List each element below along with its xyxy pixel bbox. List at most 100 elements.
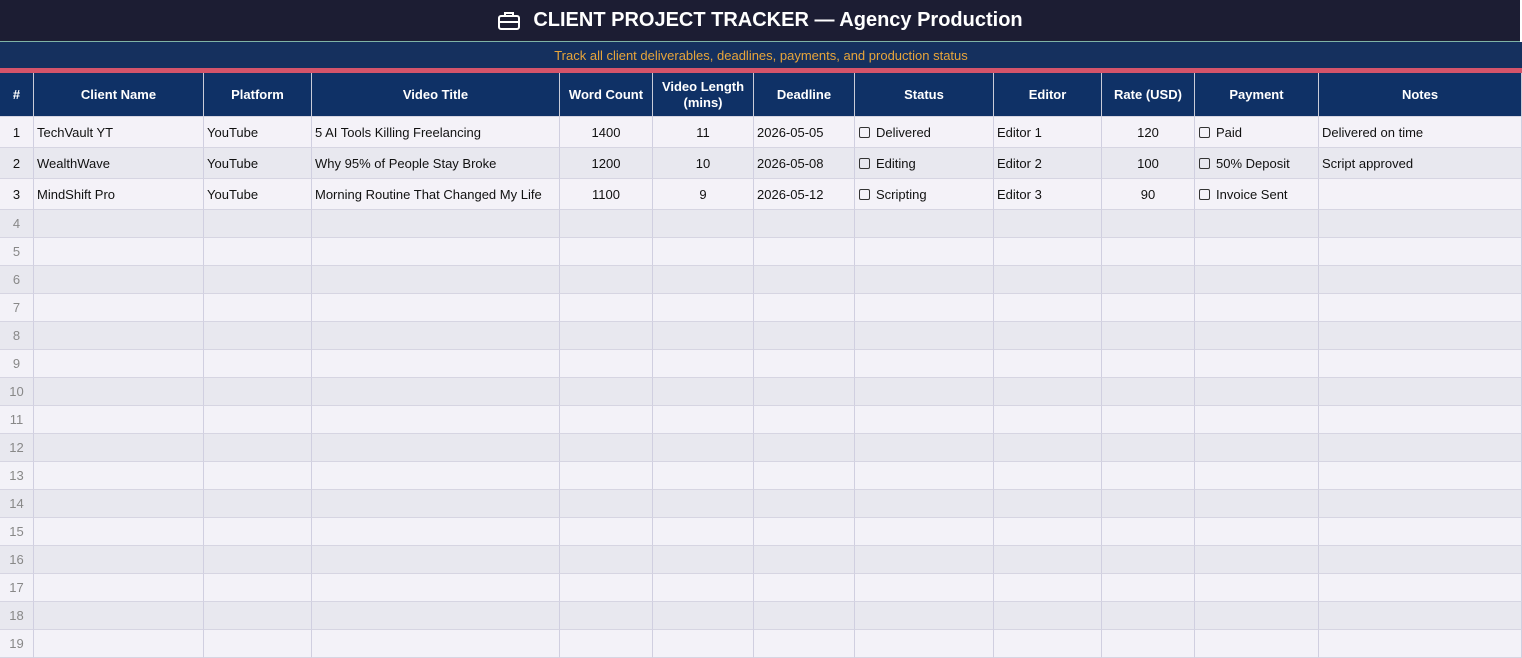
- column-header: Video Length (mins): [653, 73, 754, 117]
- table-cell: 18: [0, 602, 34, 630]
- title-bar: CLIENT PROJECT TRACKER — Agency Producti…: [0, 0, 1520, 42]
- empty-cell: [855, 350, 994, 378]
- table-cell: MindShift Pro: [34, 179, 204, 210]
- empty-cell: [312, 602, 560, 630]
- empty-cell: [1319, 462, 1522, 490]
- table-cell: Editor 1: [994, 117, 1102, 148]
- table-cell-text: 5: [12, 244, 21, 259]
- empty-cell: [994, 574, 1102, 602]
- empty-cell: [560, 406, 653, 434]
- empty-cell: [1102, 518, 1195, 546]
- empty-cell: [1319, 518, 1522, 546]
- empty-cell: [312, 294, 560, 322]
- empty-cell: [1102, 490, 1195, 518]
- empty-cell: [204, 434, 312, 462]
- empty-cell: [855, 266, 994, 294]
- empty-cell: [312, 350, 560, 378]
- empty-cell: [994, 294, 1102, 322]
- empty-cell: [994, 462, 1102, 490]
- empty-cell: [34, 294, 204, 322]
- empty-cell: [754, 238, 855, 266]
- empty-cell: [1319, 574, 1522, 602]
- table-cell: 15: [0, 518, 34, 546]
- empty-cell: [1102, 350, 1195, 378]
- column-header: Client Name: [34, 73, 204, 117]
- column-header-text: Video Title: [402, 86, 469, 102]
- table-cell: 2026-05-08: [754, 148, 855, 179]
- empty-cell: [1195, 294, 1319, 322]
- empty-cell: [1102, 238, 1195, 266]
- empty-cell: [560, 546, 653, 574]
- empty-cell: [204, 518, 312, 546]
- empty-cell: [855, 574, 994, 602]
- empty-cell: [560, 602, 653, 630]
- column-header-text: Rate (USD): [1114, 86, 1182, 102]
- table-cell: 5: [0, 238, 34, 266]
- empty-cell: [1195, 238, 1319, 266]
- empty-cell: [1195, 406, 1319, 434]
- empty-cell: [855, 322, 994, 350]
- table-cell-text: MindShift Pro: [37, 186, 116, 202]
- table-cell: Script approved: [1319, 148, 1522, 179]
- table-cell: TechVault YT: [34, 117, 204, 148]
- empty-cell: [653, 434, 754, 462]
- column-header: Rate (USD): [1102, 73, 1195, 117]
- table-cell: 4: [0, 210, 34, 238]
- empty-cell: [34, 266, 204, 294]
- empty-cell: [855, 434, 994, 462]
- table-cell-text: 90: [1140, 186, 1156, 202]
- empty-cell: [34, 490, 204, 518]
- subtitle: Track all client deliverables, deadlines…: [554, 47, 968, 63]
- empty-cell: [204, 574, 312, 602]
- empty-cell: [34, 238, 204, 266]
- empty-cell: [34, 546, 204, 574]
- table-cell: Scripting: [855, 179, 994, 210]
- column-header-text: Word Count: [568, 86, 644, 102]
- table-cell: YouTube: [204, 179, 312, 210]
- table-cell-text: YouTube: [207, 186, 259, 202]
- empty-cell: [1319, 350, 1522, 378]
- table-cell: YouTube: [204, 117, 312, 148]
- empty-cell: [653, 350, 754, 378]
- empty-cell: [855, 238, 994, 266]
- table-cell-text: 3: [12, 186, 21, 202]
- empty-cell: [560, 518, 653, 546]
- empty-cell: [855, 378, 994, 406]
- empty-cell: [1102, 434, 1195, 462]
- table-cell: 1200: [560, 148, 653, 179]
- table-cell: Paid: [1195, 117, 1319, 148]
- empty-cell: [1195, 518, 1319, 546]
- table-cell: WealthWave: [34, 148, 204, 179]
- empty-cell: [34, 378, 204, 406]
- column-header: Notes: [1319, 73, 1522, 117]
- empty-cell: [653, 574, 754, 602]
- table: # Client Name Platform Video Title Word Coun…: [0, 73, 1522, 658]
- empty-cell: [204, 546, 312, 574]
- empty-cell: [204, 490, 312, 518]
- empty-cell: [1319, 378, 1522, 406]
- empty-cell: [994, 210, 1102, 238]
- empty-cell: [653, 378, 754, 406]
- empty-cell: [855, 462, 994, 490]
- empty-cell: [653, 238, 754, 266]
- table-cell-text: 2026-05-08: [757, 155, 824, 171]
- table-cell: Delivered on time: [1319, 117, 1522, 148]
- table-cell-text: 120: [1137, 124, 1159, 140]
- table-cell-text: 14: [9, 496, 24, 511]
- empty-cell: [312, 574, 560, 602]
- empty-cell: [204, 378, 312, 406]
- table-cell-text: 1200: [591, 155, 621, 171]
- empty-cell: [560, 238, 653, 266]
- empty-cell: [855, 602, 994, 630]
- table-cell: 2: [0, 148, 34, 179]
- column-header-text: Client Name: [80, 86, 157, 102]
- empty-cell: [1195, 378, 1319, 406]
- empty-cell: [1195, 490, 1319, 518]
- empty-cell: [994, 322, 1102, 350]
- empty-cell: [994, 378, 1102, 406]
- empty-cell: [204, 266, 312, 294]
- table-cell-text: 10: [695, 155, 711, 171]
- empty-cell: [1319, 266, 1522, 294]
- empty-cell: [653, 406, 754, 434]
- empty-cell: [34, 322, 204, 350]
